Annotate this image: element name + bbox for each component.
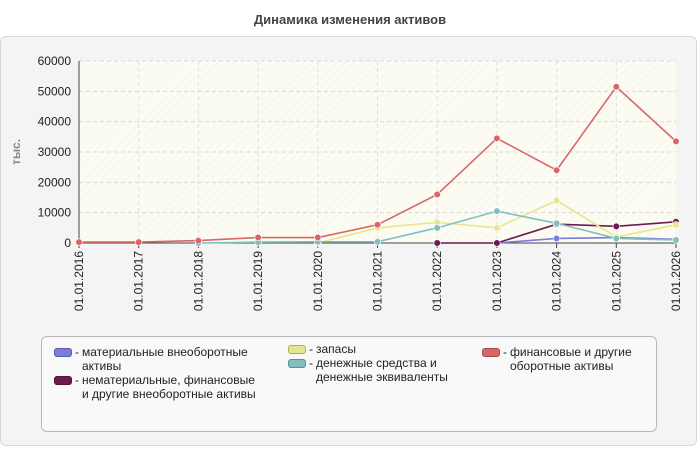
legend-label: финансовые и другие оборотные активы	[510, 345, 632, 373]
y-tick-label: 40000	[38, 115, 72, 129]
y-axis-label: тыс.	[9, 139, 23, 165]
legend-label: запасы	[316, 342, 356, 356]
chart-title: Динамика изменения активов	[253, 12, 447, 27]
data-point	[433, 224, 441, 232]
data-point	[552, 196, 561, 205]
x-tick-label: 01.01.2018	[191, 251, 205, 311]
data-point	[493, 239, 501, 247]
series	[75, 83, 680, 246]
x-tick-label: 01.01.2023	[490, 251, 504, 311]
y-tick-label: 10000	[38, 206, 72, 220]
data-point	[373, 221, 382, 229]
legend-swatch	[54, 376, 72, 385]
data-point	[373, 238, 382, 246]
data-point	[672, 221, 680, 229]
y-tick-label: 60000	[38, 54, 72, 68]
legend: - материальные внеоборотные активы - нем…	[41, 336, 657, 432]
x-tick-label: 01.01.2020	[311, 251, 325, 311]
legend-swatch	[482, 348, 500, 357]
legend-label: нематериальные, финансовые и другие внео…	[82, 373, 256, 401]
legend-dash: -	[309, 342, 313, 356]
legend-swatch	[54, 348, 72, 357]
data-point	[672, 137, 680, 145]
legend-dash: -	[75, 373, 79, 387]
legend-item: - денежные средства и денежные эквивален…	[288, 356, 468, 384]
y-tick-label: 50000	[38, 84, 72, 98]
legend-dash: -	[309, 356, 313, 370]
data-point	[552, 166, 561, 174]
data-point	[433, 190, 441, 199]
x-tick-label: 01.01.2025	[609, 251, 623, 311]
data-point	[254, 233, 262, 242]
data-point	[612, 234, 620, 243]
data-point	[135, 238, 143, 246]
legend-label: материальные внеоборотные активы	[82, 345, 248, 373]
legend-item: - финансовые и другие оборотные активы	[482, 345, 652, 373]
legend-item: - нематериальные, финансовые и другие вн…	[54, 373, 264, 401]
data-point	[612, 222, 620, 230]
data-point	[493, 134, 501, 142]
legend-swatch	[288, 359, 306, 368]
data-point	[552, 219, 561, 227]
y-tick-label: 20000	[38, 175, 72, 189]
data-point	[75, 238, 83, 246]
legend-item: - материальные внеоборотные активы	[54, 345, 269, 373]
series	[75, 83, 680, 247]
x-tick-label: 01.01.2019	[251, 251, 265, 311]
axes: 0 10000 20000 30000 40000 50000 60000 01.01.201…	[38, 54, 683, 311]
x-tick-label: 01.01.2021	[371, 251, 385, 311]
legend-swatch	[288, 345, 306, 354]
y-tick-label: 0	[64, 236, 71, 250]
legend-item: - запасы	[288, 342, 468, 356]
x-tick-label: 01.01.2024	[550, 251, 564, 311]
data-point	[672, 236, 680, 244]
x-tick-label: 01.01.2022	[430, 251, 444, 311]
data-point	[314, 233, 322, 242]
data-point	[194, 236, 202, 245]
legend-label: денежные средства и денежные эквиваленты	[316, 356, 448, 384]
legend-dash: -	[75, 345, 79, 359]
data-point	[493, 224, 501, 232]
data-point	[612, 83, 620, 91]
x-tick-label: 01.01.2016	[72, 251, 86, 311]
data-point	[433, 239, 441, 247]
x-tick-label: 01.01.2026	[669, 251, 683, 311]
x-tick-label: 01.01.2017	[132, 251, 146, 311]
legend-dash: -	[503, 345, 507, 359]
data-point	[552, 234, 561, 243]
data-point	[493, 207, 501, 215]
y-tick-label: 30000	[38, 145, 72, 159]
